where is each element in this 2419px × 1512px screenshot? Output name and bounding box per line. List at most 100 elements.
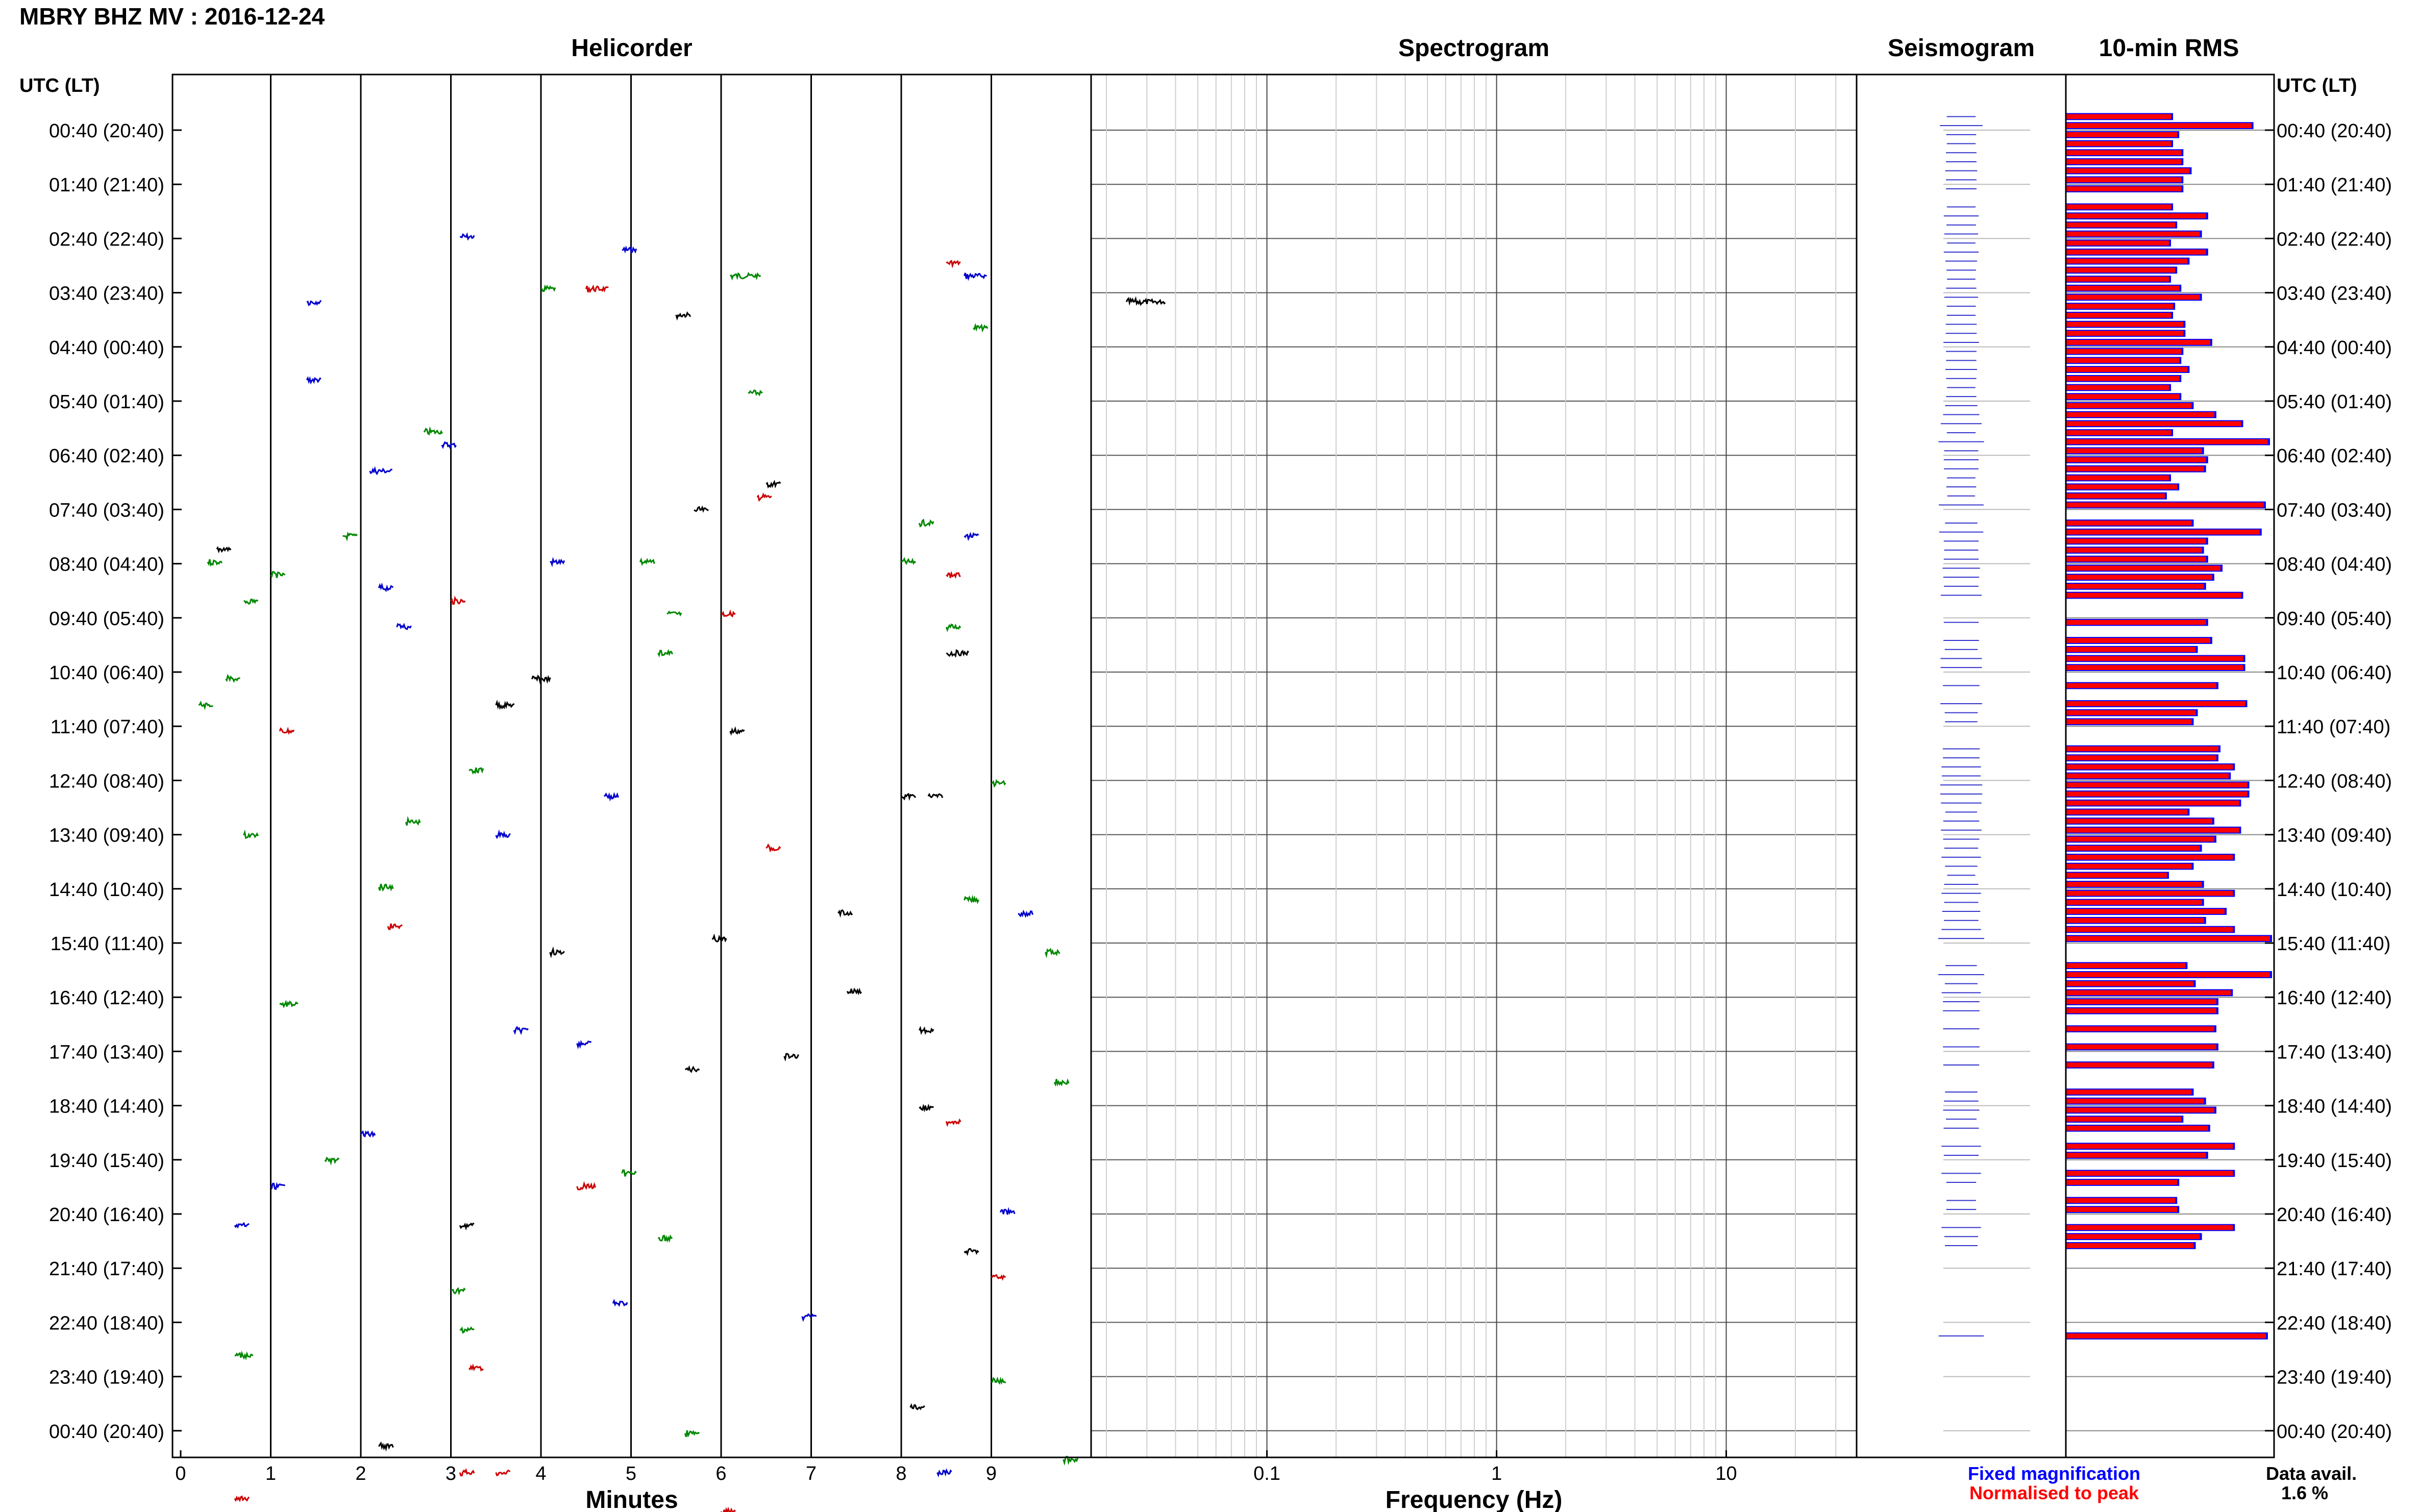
time-label-right: 10:40 (06:40) xyxy=(2277,662,2392,684)
rms-bar-normalised xyxy=(2066,222,2176,228)
rms-bar-normalised xyxy=(2066,863,2192,869)
rms-bar-normalised xyxy=(2066,846,2200,851)
rms-bar-normalised xyxy=(2066,1153,2206,1158)
time-label-left: 00:40 (20:40) xyxy=(49,120,164,142)
rms-bar-normalised xyxy=(2066,1243,2194,1248)
legend-normalised: Normalised to peak xyxy=(1969,1482,2139,1503)
helicorder-event-trace xyxy=(279,727,295,735)
helicorder-event-trace xyxy=(964,895,979,904)
helicorder-event-trace xyxy=(909,1403,925,1410)
helicorder-event-trace xyxy=(459,1222,475,1231)
helicorder-event-trace xyxy=(378,883,394,892)
helicorder-event-trace xyxy=(459,1326,475,1334)
rms-bar-normalised xyxy=(2066,538,2206,544)
helicorder-event-trace xyxy=(270,571,286,578)
rms-bar-normalised xyxy=(2066,267,2176,273)
time-label-right: 22:40 (18:40) xyxy=(2277,1312,2392,1334)
minute-tick-label: 1 xyxy=(265,1463,276,1484)
rms-bar-normalised xyxy=(2066,1117,2182,1122)
time-label-left: 14:40 (10:40) xyxy=(49,879,164,901)
helicorder-event-trace xyxy=(513,1025,529,1035)
minute-tick-label: 4 xyxy=(535,1463,546,1484)
time-label-right: 19:40 (15:40) xyxy=(2277,1150,2392,1172)
rms-bar-normalised xyxy=(2066,412,2214,417)
helicorder-event-trace xyxy=(396,623,412,630)
rms-bar-normalised xyxy=(2066,1171,2233,1176)
rms-bar-normalised xyxy=(2066,1062,2212,1068)
helicorder-event-trace xyxy=(234,1350,254,1360)
rms-bar-normalised xyxy=(2066,548,2202,553)
rms-bar-normalised xyxy=(2066,258,2188,264)
helicorder-event-trace xyxy=(901,557,917,565)
helicorder-event-trace xyxy=(721,609,736,618)
time-label-left: 07:40 (03:40) xyxy=(49,500,164,521)
helicorder-event-trace xyxy=(946,571,961,579)
helicorder-event-trace xyxy=(657,1234,673,1243)
helicorder-minute-grid xyxy=(270,75,992,1457)
rms-bar-normalised xyxy=(2066,900,2202,905)
time-label-left: 10:40 (06:40) xyxy=(49,662,164,684)
time-label-left: 16:40 (12:40) xyxy=(49,987,164,1009)
rms-bar-normalised xyxy=(2066,963,2186,969)
minute-tick-label: 7 xyxy=(806,1463,817,1484)
rms-bar-normalised xyxy=(2066,773,2229,779)
time-label-right: 05:40 (01:40) xyxy=(2277,391,2392,413)
rms-bar-normalised xyxy=(2066,484,2178,489)
time-label-right: 00:40 (20:40) xyxy=(2277,120,2392,142)
rms-bar-normalised xyxy=(2066,619,2206,625)
rms-bar-normalised xyxy=(2066,213,2206,218)
time-label-right: 07:40 (03:40) xyxy=(2277,500,2392,521)
rms-bar-normalised xyxy=(2066,277,2169,282)
legend-fixed: Fixed magnification xyxy=(1968,1463,2140,1484)
helicorder-event-trace xyxy=(306,376,322,385)
rms-bar-normalised xyxy=(2066,972,2270,977)
time-label-left: 03:40 (23:40) xyxy=(49,283,164,305)
rms-bar-normalised xyxy=(2066,1126,2208,1131)
rms-bar-normalised xyxy=(2066,918,2204,923)
rms-bar-normalised xyxy=(2066,394,2180,399)
time-label-left: 12:40 (08:40) xyxy=(49,771,164,792)
helicorder-event-trace xyxy=(378,1441,394,1452)
time-label-left: 21:40 (17:40) xyxy=(49,1258,164,1280)
rms-bar-normalised xyxy=(2066,1089,2192,1095)
rms-bar-normalised xyxy=(2066,385,2169,390)
helicorder-event-trace xyxy=(667,610,682,617)
minute-tick-label: 3 xyxy=(446,1463,456,1484)
rms-bar-normalised xyxy=(2066,1144,2233,1149)
rms-bar-normalised xyxy=(2066,836,2214,842)
rms-bar-normalised xyxy=(2066,376,2180,381)
helicorder-event-trace xyxy=(657,649,673,658)
rms-bar-normalised xyxy=(2066,827,2239,833)
helicorder-event-trace xyxy=(945,1118,961,1127)
time-axis-labels: 00:40 (20:40) 00:40 (20:40) 01:40 (21:40) 0… xyxy=(49,120,2392,1443)
helicorder-event-trace xyxy=(918,1026,934,1035)
time-label-left: 04:40 (00:40) xyxy=(49,337,164,359)
rms-bar-normalised xyxy=(2066,1234,2200,1240)
rms-bar-normalised xyxy=(2066,141,2171,146)
time-label-left: 01:40 (21:40) xyxy=(49,175,164,196)
time-label-right: 18:40 (14:40) xyxy=(2277,1096,2392,1118)
time-label-left: 20:40 (16:40) xyxy=(49,1204,164,1226)
helicorder-event-trace xyxy=(801,1313,817,1322)
time-label-right: 00:40 (20:40) xyxy=(2277,1421,2392,1443)
rms-bar-normalised xyxy=(2066,340,2210,345)
rms-time-grid xyxy=(2066,130,2274,1431)
seismogram-frame xyxy=(1856,73,2067,1458)
helicorder-event-trace xyxy=(225,674,241,683)
rms-bar-normalised xyxy=(2066,575,2212,580)
rms-bar-normalised xyxy=(2066,114,2171,119)
time-label-right: 04:40 (00:40) xyxy=(2277,337,2392,359)
helicorder-event-trace xyxy=(991,1376,1006,1385)
time-label-right: 06:40 (02:40) xyxy=(2277,445,2392,467)
rms-bar-normalised xyxy=(2066,927,2233,932)
time-label-right: 23:40 (19:40) xyxy=(2277,1367,2392,1389)
time-label-left: 18:40 (14:40) xyxy=(49,1096,164,1118)
rms-bar-normalised xyxy=(2066,782,2248,788)
helicorder-event-trace xyxy=(964,1248,979,1256)
rms-bar-normalised xyxy=(2066,1180,2178,1185)
helicorder-xlabel: Minutes xyxy=(585,1486,678,1512)
rms-bar-normalised xyxy=(2066,990,2231,996)
rms-bar-normalised xyxy=(2066,186,2182,191)
time-label-left: 22:40 (18:40) xyxy=(49,1312,164,1334)
